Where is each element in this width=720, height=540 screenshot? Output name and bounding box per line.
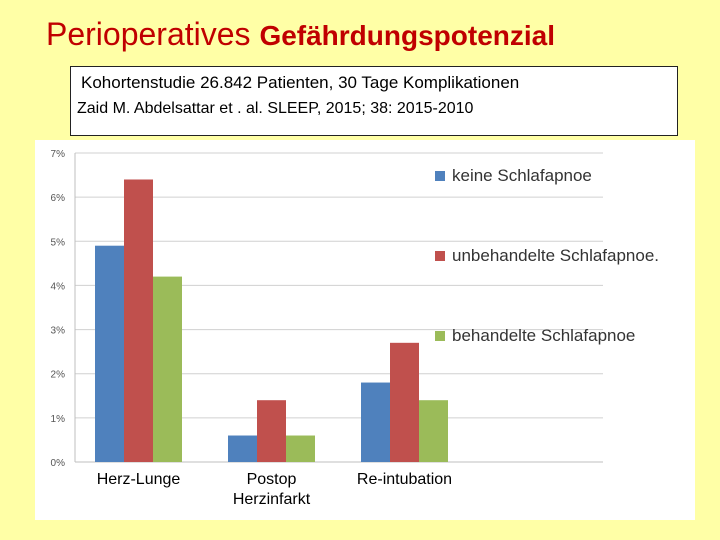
bar	[95, 245, 124, 462]
slide-title-sub: Gefährdungspotenzial	[259, 20, 556, 51]
x-tick-label: Postop Herzinfarkt	[232, 471, 311, 508]
bar	[419, 400, 448, 462]
slide-title-main: Perioperatives	[46, 16, 251, 52]
bar	[257, 400, 286, 462]
legend-label: keine Schlafapnoe	[452, 166, 592, 185]
legend-label: unbehandelte Schlafapnoe.	[452, 246, 659, 265]
y-tick-label: 1%	[51, 414, 66, 425]
citation-box: Kohortenstudie 26.842 Patienten, 30 Tage…	[70, 66, 678, 136]
bar	[286, 435, 315, 462]
bar	[228, 435, 257, 462]
citation-study: Kohortenstudie 26.842 Patienten, 30 Tage…	[81, 73, 520, 92]
y-tick-label: 3%	[51, 326, 66, 337]
y-tick-label: 0%	[51, 458, 66, 469]
chart-area: 0% 1% 2% 3% 4% 5% 6% 7% keine Schlafapnoe unbehan…	[35, 140, 695, 520]
bar	[153, 276, 182, 462]
x-tick-label: Re-intubation	[356, 471, 453, 488]
y-tick-label: 7%	[51, 149, 66, 160]
legend-label: behandelte Schlafapnoe	[452, 326, 635, 345]
citation-reference: Zaid M. Abdelsattar et . al. SLEEP, 2015…	[77, 100, 474, 117]
bar	[361, 382, 390, 462]
bar-chart: 0% 1% 2% 3% 4% 5% 6% 7% keine Schlafapnoe unbehan…	[51, 149, 659, 469]
slide-title: Perioperatives Gefährdungspotenzial	[46, 16, 555, 53]
x-tick-label: Herz-Lunge	[96, 471, 181, 488]
legend-swatch	[435, 171, 445, 181]
legend-swatch	[435, 251, 445, 261]
y-tick-label: 2%	[51, 370, 66, 381]
bar	[124, 179, 153, 462]
y-tick-label: 6%	[51, 193, 66, 204]
y-tick-label: 5%	[51, 237, 66, 248]
y-tick-label: 4%	[51, 281, 66, 292]
bar	[390, 342, 419, 462]
legend-swatch	[435, 331, 445, 341]
